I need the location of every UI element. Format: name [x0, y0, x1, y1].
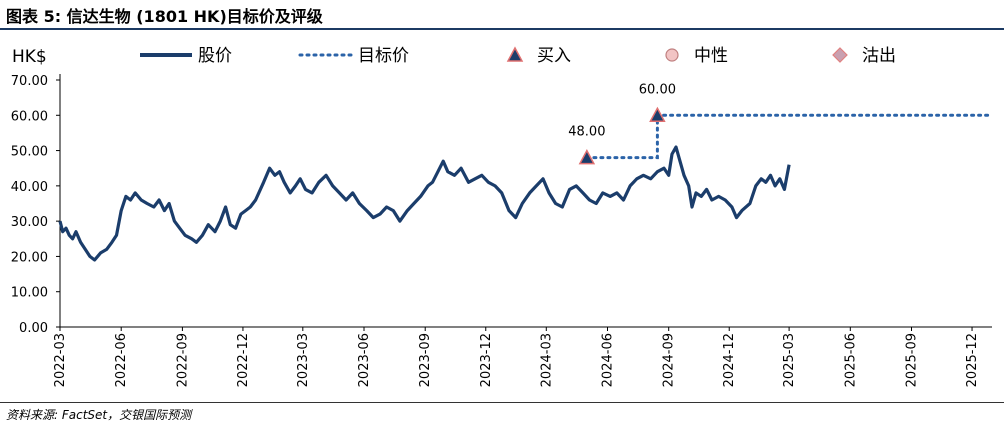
x-tick-label: 2025-03 [782, 333, 797, 387]
plot-area: 48.00 60.00 [58, 82, 994, 262]
y-tick-label: 10.00 [11, 286, 48, 301]
x-tick-label: 2025-12 [965, 333, 980, 387]
x-axis: 2022-03 2022-06 2022-09 2022-12 2023-03 2023-… [53, 326, 992, 387]
buy-rating-marker [578, 149, 596, 165]
x-tick-label: 2022-12 [236, 333, 251, 387]
source-note: 资料来源: FactSet，交银国际预测 [6, 408, 192, 422]
y-axis: 0.00 10.00 20.00 30.00 40.00 50.00 60.00 70.00 [11, 74, 61, 336]
y-tick-label: 60.00 [11, 109, 48, 124]
x-tick-label: 2023-09 [418, 333, 433, 387]
target-price-line [585, 113, 994, 160]
rating-value-label: 60.00 [639, 82, 676, 97]
legend-label: 沽出 [862, 46, 896, 66]
y-tick-label: 70.00 [11, 74, 48, 89]
x-tick-label: 2025-06 [843, 333, 858, 387]
y-tick-label: 0.00 [19, 321, 48, 336]
y-unit-label: HK$ [12, 47, 47, 67]
x-tick-label: 2023-03 [296, 333, 311, 387]
x-tick-label: 2022-09 [175, 333, 190, 387]
legend-label: 股价 [198, 46, 232, 66]
price-line [58, 145, 791, 262]
x-tick-label: 2024-03 [539, 333, 554, 387]
title-rule [0, 28, 1004, 30]
legend-item-neutral: 中性 [665, 46, 728, 66]
x-tick-label: 2023-06 [357, 333, 372, 387]
legend-item-price: 股价 [140, 46, 232, 66]
x-tick-label: 2024-06 [600, 333, 615, 387]
y-tick-label: 50.00 [11, 145, 48, 160]
x-tick-label: 2022-06 [114, 333, 129, 387]
legend-item-target: 目标价 [298, 46, 409, 66]
legend-item-sell: 沽出 [832, 46, 896, 66]
x-tick-label: 2024-12 [722, 333, 737, 387]
legend-label: 中性 [694, 46, 728, 66]
y-tick-label: 30.00 [11, 215, 48, 230]
buy-rating-marker [649, 106, 666, 123]
legend-label: 买入 [537, 46, 571, 66]
circle-icon [665, 48, 679, 62]
rating-value-label: 48.00 [568, 125, 605, 140]
diamond-icon [832, 47, 848, 63]
y-tick-label: 40.00 [11, 180, 48, 195]
x-tick-label: 2024-09 [662, 333, 677, 387]
legend-label: 目标价 [358, 46, 409, 66]
source-rule [0, 402, 1004, 403]
x-tick-label: 2025-09 [905, 333, 920, 387]
triangle-icon [506, 46, 524, 62]
legend-item-buy: 买入 [506, 46, 571, 66]
y-tick-label: 20.00 [11, 250, 48, 265]
x-tick-label: 2023-12 [479, 333, 494, 387]
x-tick-label: 2022-03 [53, 333, 68, 387]
legend: 股价 目标价 买入 中性 沽出 [140, 46, 896, 66]
figure-title: 图表 5: 信达生物 (1801 HK)目标价及评级 [6, 7, 323, 26]
